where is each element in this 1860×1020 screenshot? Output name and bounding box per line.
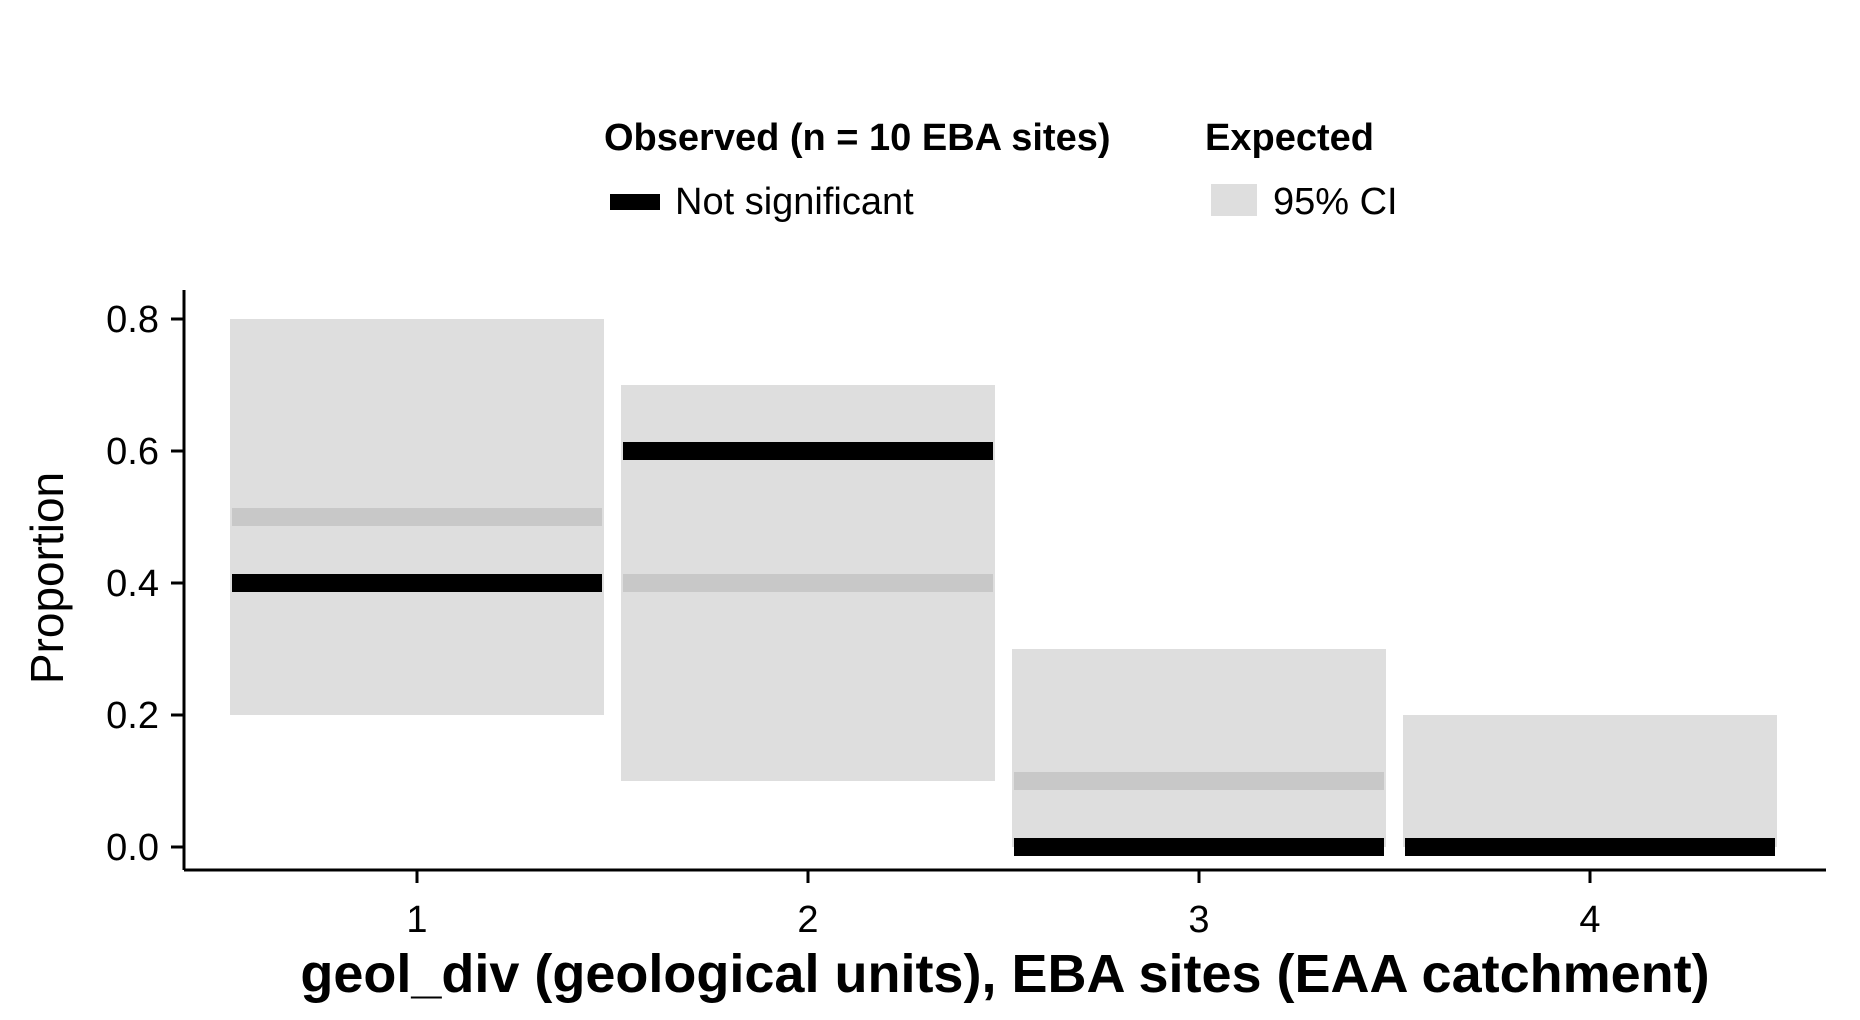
observed-line-2 [623, 442, 993, 460]
y-tick-label-0: 0.0 [106, 827, 159, 869]
y-tick-label-2: 0.4 [106, 563, 159, 605]
legend-ci-key [1211, 184, 1257, 216]
observed-line-3 [1014, 838, 1384, 856]
ci-band-3 [1012, 649, 1386, 847]
expected-line-3 [1014, 772, 1384, 790]
observed-line-layer [232, 442, 1775, 856]
observed-line-4 [1405, 838, 1775, 856]
expected-line-2 [623, 574, 993, 592]
x-axis-title: geol_div (geological units), EBA sites (… [300, 944, 1709, 1004]
ci-band-4 [1403, 715, 1777, 847]
y-tick-label-4: 0.8 [106, 299, 159, 341]
x-tick-label-2: 2 [797, 899, 818, 941]
legend: Observed (n = 10 EBA sites) Not signific… [604, 117, 1398, 223]
legend-expected-title: Expected [1205, 117, 1374, 159]
y-tick-label-1: 0.2 [106, 695, 159, 737]
expected-line-1 [232, 508, 602, 526]
legend-observed-key [610, 194, 660, 210]
legend-observed-title: Observed (n = 10 EBA sites) [604, 117, 1111, 159]
y-tick-label-3: 0.6 [106, 431, 159, 473]
legend-observed-entry: Not significant [675, 181, 914, 223]
y-axis-title: Proportion [21, 472, 73, 684]
x-tick-label-1: 1 [406, 899, 427, 941]
x-tick-label-3: 3 [1188, 899, 1209, 941]
legend-ci-entry: 95% CI [1273, 181, 1398, 223]
observed-line-1 [232, 574, 602, 592]
x-axis-ticks: 1 2 3 4 [406, 870, 1601, 941]
x-tick-label-4: 4 [1579, 899, 1600, 941]
y-axis-ticks: 0.0 0.2 0.4 0.6 0.8 [106, 299, 184, 869]
